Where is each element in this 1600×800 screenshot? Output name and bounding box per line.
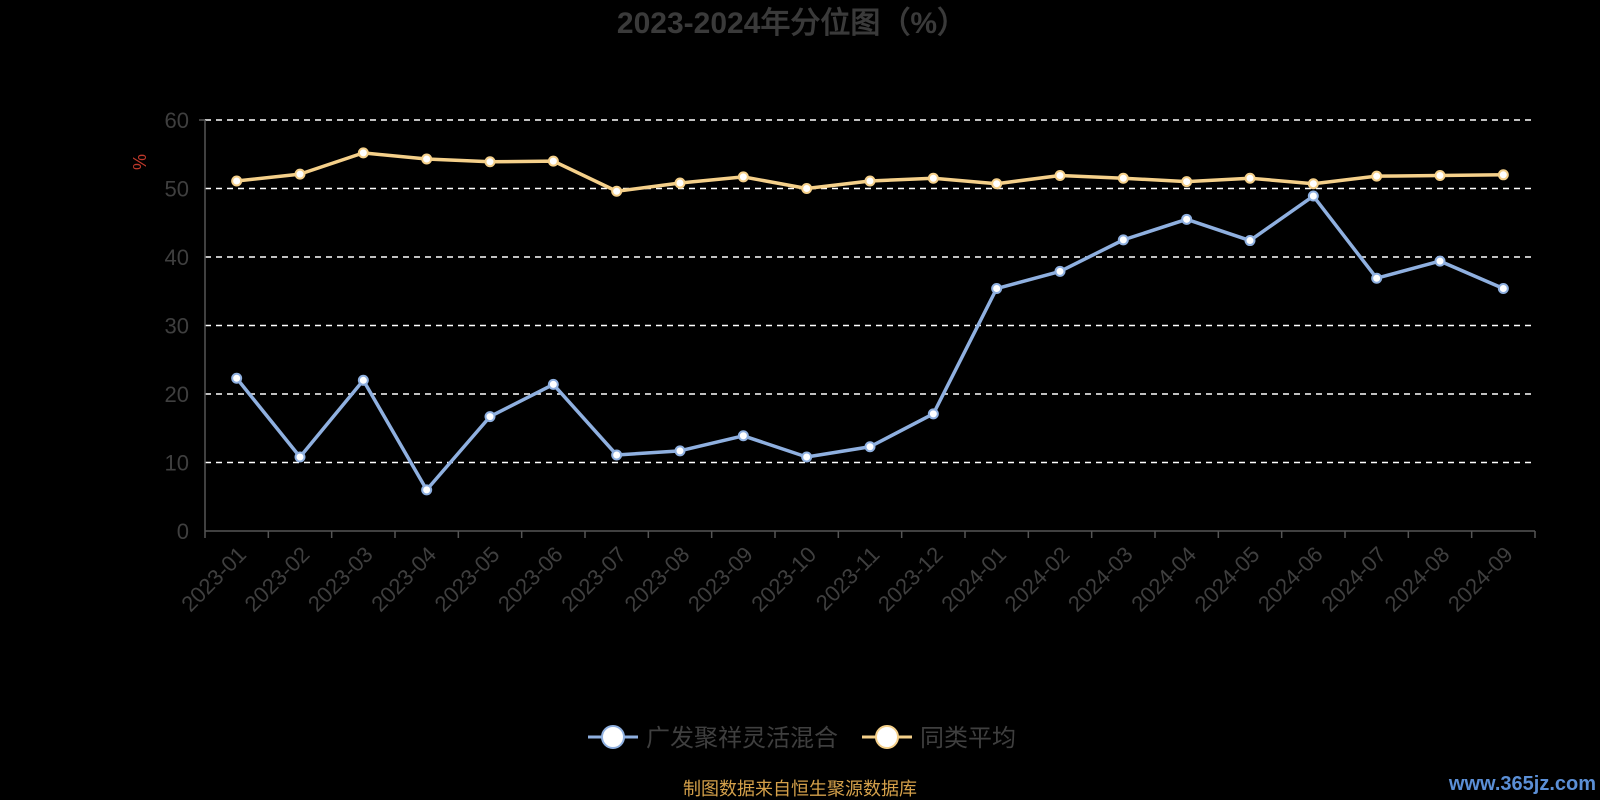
legend-item-0[interactable]: 广发聚祥灵活混合: [588, 725, 838, 752]
data-point[interactable]: [1054, 169, 1066, 181]
data-point[interactable]: [1117, 172, 1129, 184]
chart-title: 2023-2024年分位图（%）: [617, 6, 967, 40]
y-tick-label: 50: [165, 177, 189, 202]
data-point[interactable]: [421, 484, 433, 496]
x-tick-label: 2023-05: [430, 542, 505, 617]
series-0: [231, 190, 1509, 496]
x-tick-label: 2023-03: [303, 542, 378, 617]
x-tick-label: 2024-07: [1316, 542, 1391, 617]
legend[interactable]: 广发聚祥灵活混合 同类平均: [588, 725, 1016, 752]
data-point[interactable]: [1244, 172, 1256, 184]
data-point[interactable]: [1434, 169, 1446, 181]
data-point[interactable]: [801, 451, 813, 463]
source-note: 制图数据来自恒生聚源数据库: [683, 779, 917, 799]
data-point[interactable]: [547, 155, 559, 167]
data-point[interactable]: [484, 156, 496, 168]
data-point[interactable]: [927, 408, 939, 420]
x-tick-label: 2023-01: [176, 542, 251, 617]
data-point[interactable]: [1307, 178, 1319, 190]
series-lines: [231, 147, 1509, 496]
data-point[interactable]: [801, 183, 813, 194]
data-point[interactable]: [357, 147, 369, 159]
x-tick-label: 2023-07: [556, 542, 631, 617]
data-point[interactable]: [991, 283, 1003, 295]
x-tick-label: 2023-04: [366, 542, 441, 617]
data-point[interactable]: [1307, 190, 1319, 202]
x-tick-label: 2023-11: [811, 542, 885, 616]
data-point[interactable]: [1371, 170, 1383, 182]
data-point[interactable]: [864, 175, 876, 187]
data-point[interactable]: [547, 378, 559, 390]
data-point[interactable]: [927, 172, 939, 184]
data-point[interactable]: [1117, 234, 1129, 246]
legend-marker: [875, 725, 899, 749]
data-point[interactable]: [1054, 265, 1066, 277]
data-point[interactable]: [231, 175, 243, 187]
data-point[interactable]: [1181, 213, 1193, 225]
y-tick-label: 20: [165, 382, 189, 407]
data-point[interactable]: [484, 411, 496, 423]
axes: [199, 119, 1536, 538]
x-tick-label: 2023-09: [683, 542, 758, 617]
x-tick-label: 2024-02: [1000, 542, 1075, 617]
data-point[interactable]: [737, 430, 749, 442]
y-tick-labels: 0 10 20 30 40 50 60: [165, 108, 189, 544]
data-point[interactable]: [611, 449, 623, 461]
watermark: www.365jz.com: [1448, 773, 1596, 795]
data-point[interactable]: [357, 374, 369, 386]
data-point[interactable]: [1497, 283, 1509, 295]
series-1: [231, 147, 1509, 197]
grid-lines: [205, 119, 1535, 464]
data-point[interactable]: [231, 372, 243, 384]
x-tick-label: 2024-08: [1380, 542, 1455, 617]
data-point[interactable]: [864, 441, 876, 453]
y-tick-label: 30: [165, 314, 189, 339]
y-tick-label: 60: [165, 108, 189, 133]
x-tick-label: 2024-04: [1126, 542, 1201, 617]
legend-label: 同类平均: [920, 725, 1016, 752]
legend-item-1[interactable]: 同类平均: [862, 725, 1016, 752]
y-axis-label: %: [130, 154, 150, 170]
data-point[interactable]: [1181, 176, 1193, 188]
x-tick-label: 2023-10: [746, 542, 821, 617]
x-tick-label: 2023-08: [620, 542, 695, 617]
data-point[interactable]: [674, 177, 686, 189]
data-point[interactable]: [611, 185, 623, 197]
legend-marker: [601, 725, 625, 749]
x-tick-label: 2023-12: [873, 542, 948, 617]
data-point[interactable]: [1244, 235, 1256, 247]
data-point[interactable]: [294, 451, 306, 463]
x-tick-label: 2024-01: [936, 542, 1011, 617]
data-point[interactable]: [1434, 255, 1446, 267]
x-tick-label: 2024-03: [1063, 542, 1138, 617]
data-point[interactable]: [1497, 169, 1509, 181]
x-tick-label: 2024-06: [1253, 542, 1328, 617]
x-tick-labels: 2023-012023-022023-032023-042023-052023-…: [176, 542, 1517, 617]
data-point[interactable]: [1371, 272, 1383, 284]
x-tick-label: 2023-02: [240, 542, 315, 617]
data-point[interactable]: [674, 445, 686, 457]
data-point[interactable]: [294, 168, 306, 180]
x-tick-label: 2023-06: [493, 542, 568, 617]
data-point[interactable]: [421, 153, 433, 165]
x-tick-label: 2024-09: [1443, 542, 1518, 617]
data-point[interactable]: [991, 178, 1003, 190]
x-tick-label: 2024-05: [1190, 542, 1265, 617]
y-tick-label: 10: [165, 451, 189, 476]
y-tick-label: 40: [165, 245, 189, 270]
legend-label: 广发聚祥灵活混合: [646, 725, 838, 752]
y-tick-label: 0: [177, 519, 189, 544]
data-point[interactable]: [737, 171, 749, 183]
